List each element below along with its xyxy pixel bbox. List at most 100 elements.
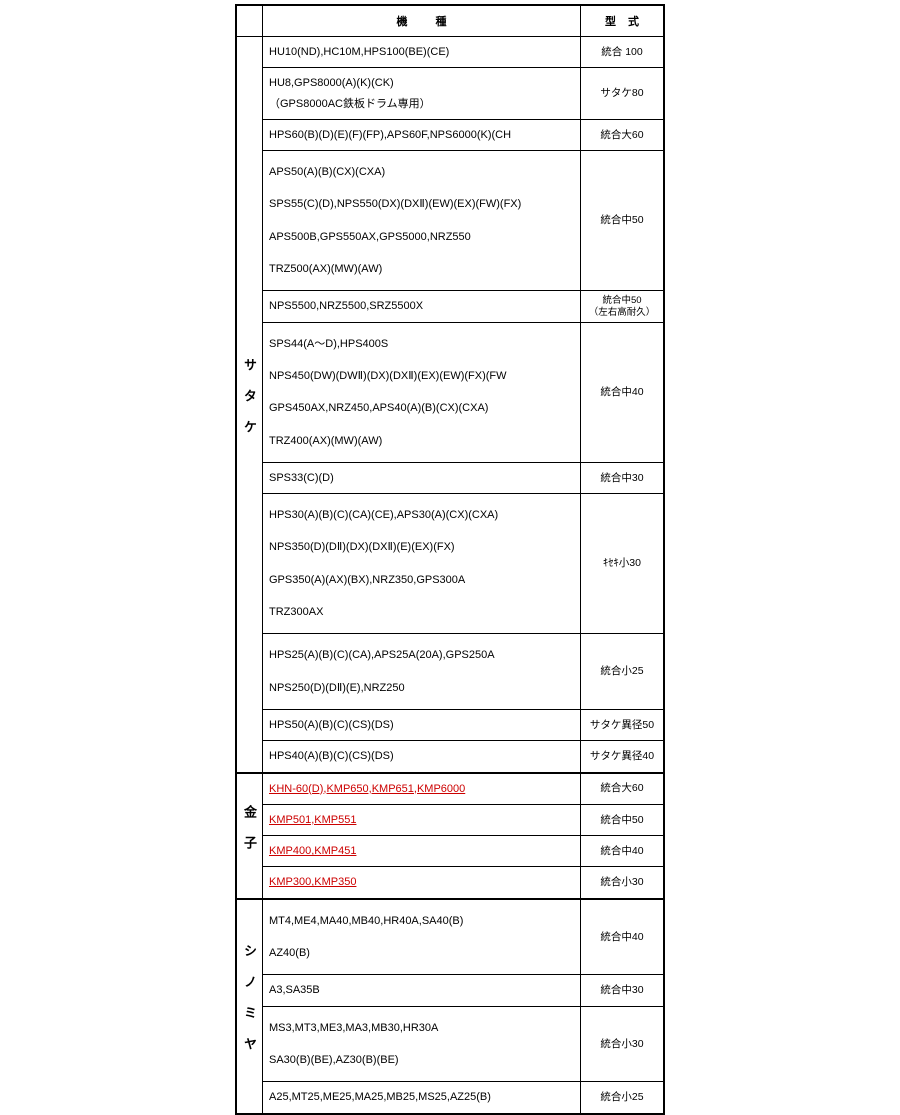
type-cell: 統合中40 [581,900,663,975]
model-line: SPS55(C)(D),NPS550(DX)(DXⅡ)(EW)(EX)(FW)(… [269,188,574,220]
model-link[interactable]: KMP400,KMP451 [269,845,356,857]
model-line: NPS350(D)(DⅡ)(DX)(DXⅡ)(E)(EX)(FX) [269,531,574,563]
model-cell: NPS5500,NRZ5500,SRZ5500X [263,291,581,321]
model-line: （GPS8000AC鉄板ドラム専用） [269,94,574,114]
table-row: HU10(ND),HC10M,HPS100(BE)(CE) 統合 100 [263,37,663,67]
type-cell: 統合小30 [581,1007,663,1082]
model-line: MS3,MT3,ME3,MA3,MB30,HR30A [269,1012,574,1044]
model-cell: HU8,GPS8000(A)(K)(CK)（GPS8000AC鉄板ドラム専用） [263,68,581,119]
model-line: HPS30(A)(B)(C)(CA)(CE),APS30(A)(CX)(CXA) [269,499,574,531]
header-maker-blank [237,6,263,37]
model-line: KHN-60(D),KMP650,KMP651,KMP6000 [269,779,574,799]
model-line: KMP300,KMP350 [269,872,574,892]
type-cell: 統合小30 [581,867,663,897]
maker-label: サタケ [237,37,263,772]
table-row: KMP300,KMP350 統合小30 [263,866,663,897]
model-line: A3,SA35B [269,980,574,1000]
model-line: APS500B,GPS550AX,GPS5000,NRZ550 [269,221,574,253]
type-cell: 統合中50 [581,805,663,835]
model-link[interactable]: KMP501,KMP551 [269,814,356,826]
model-cell: KMP400,KMP451 [263,836,581,866]
table-row: KHN-60(D),KMP650,KMP651,KMP6000 統合大60 [263,774,663,804]
model-cell: HPS60(B)(D)(E)(F)(FP),APS60F,NPS6000(K)(… [263,120,581,150]
model-cell: SPS44(A～D),HPS400SNPS450(DW)(DWⅡ)(DX)(DX… [263,323,581,462]
maker-group: サタケHU10(ND),HC10M,HPS100(BE)(CE)統合 100HU… [237,37,663,772]
type-cell: サタケ異径40 [581,741,663,771]
table-row: MS3,MT3,ME3,MA3,MB30,HR30ASA30(B)(BE),AZ… [263,1006,663,1082]
type-cell: 統合 100 [581,37,663,67]
table-row: NPS5500,NRZ5500,SRZ5500X 統合中50 （左右高耐久） [263,290,663,321]
table-row: HPS50(A)(B)(C)(CS)(DS) サタケ異径50 [263,709,663,740]
type-cell: 統合小25 [581,634,663,709]
model-cell: APS50(A)(B)(CX)(CXA)SPS55(C)(D),NPS550(D… [263,151,581,290]
model-cell: HPS30(A)(B)(C)(CA)(CE),APS30(A)(CX)(CXA)… [263,494,581,633]
model-cell: HPS50(A)(B)(C)(CS)(DS) [263,710,581,740]
model-line: NPS450(DW)(DWⅡ)(DX)(DXⅡ)(EX)(EW)(FX)(FW [269,360,574,392]
model-line: HPS25(A)(B)(C)(CA),APS25A(20A),GPS250A [269,639,574,671]
maker-label: 金子 [237,772,263,898]
model-line: AZ40(B) [269,937,574,969]
model-cell: A3,SA35B [263,975,581,1005]
table-row: APS50(A)(B)(CX)(CXA)SPS55(C)(D),NPS550(D… [263,150,663,290]
model-line: MT4,ME4,MA40,MB40,HR40A,SA40(B) [269,905,574,937]
table-row: HPS25(A)(B)(C)(CA),APS25A(20A),GPS250ANP… [263,633,663,709]
model-line: GPS450AX,NRZ450,APS40(A)(B)(CX)(CXA) [269,392,574,424]
type-cell: ｷｾｷ小30 [581,494,663,633]
model-cell: HPS25(A)(B)(C)(CA),APS25A(20A),GPS250ANP… [263,634,581,709]
table-row: A25,MT25,ME25,MA25,MB25,MS25,AZ25(B) 統合小2… [263,1081,663,1112]
header-type: 型式 [581,6,663,37]
table-header: 機種 型式 [237,6,663,37]
model-line: GPS350(A)(AX)(BX),NRZ350,GPS300A [269,564,574,596]
maker-rows: KHN-60(D),KMP650,KMP651,KMP6000統合大60KMP5… [263,772,663,898]
table-row: MT4,ME4,MA40,MB40,HR40A,SA40(B)AZ40(B)統合… [263,900,663,975]
model-line: NPS5500,NRZ5500,SRZ5500X [269,296,574,316]
model-line: HU8,GPS8000(A)(K)(CK) [269,73,574,93]
model-cell: A25,MT25,ME25,MA25,MB25,MS25,AZ25(B) [263,1082,581,1112]
model-cell: KHN-60(D),KMP650,KMP651,KMP6000 [263,774,581,804]
table-body: サタケHU10(ND),HC10M,HPS100(BE)(CE)統合 100HU… [237,37,663,1113]
model-line: SA30(B)(BE),AZ30(B)(BE) [269,1044,574,1076]
model-line: HPS50(A)(B)(C)(CS)(DS) [269,715,574,735]
model-cell: SPS33(C)(D) [263,463,581,493]
table-row: KMP501,KMP551 統合中50 [263,804,663,835]
model-line: TRZ500(AX)(MW)(AW) [269,253,574,285]
table-row: A3,SA35B 統合中30 [263,974,663,1005]
model-line: A25,MT25,ME25,MA25,MB25,MS25,AZ25(B) [269,1087,574,1107]
model-cell: HU10(ND),HC10M,HPS100(BE)(CE) [263,37,581,67]
model-line: NPS250(D)(DⅡ)(E),NRZ250 [269,672,574,704]
type-cell: サタケ異径50 [581,710,663,740]
type-cell: 統合中30 [581,463,663,493]
maker-rows: MT4,ME4,MA40,MB40,HR40A,SA40(B)AZ40(B)統合… [263,898,663,1113]
type-cell: 統合中30 [581,975,663,1005]
model-line: HU10(ND),HC10M,HPS100(BE)(CE) [269,42,574,62]
model-line: KMP400,KMP451 [269,841,574,861]
model-cell: KMP300,KMP350 [263,867,581,897]
compat-table: 機種 型式 サタケ HU10(ND),HC10M,HPS100(BE)(CE) 統合… [235,4,665,1115]
type-cell: 統合中50 [581,151,663,290]
table-row: HPS40(A)(B)(C)(CS)(DS) サタケ異径40 [263,740,663,771]
model-line: HPS40(A)(B)(C)(CS)(DS) [269,746,574,766]
type-cell: 統合中50 （左右高耐久） [581,291,663,321]
table-row: HPS30(A)(B)(C)(CA)(CE),APS30(A)(CX)(CXA)… [263,493,663,633]
maker-rows: HU10(ND),HC10M,HPS100(BE)(CE)統合 100HU8,G… [263,37,663,772]
maker-group: 金子KHN-60(D),KMP650,KMP651,KMP6000統合大60KM… [237,772,663,898]
model-cell: MT4,ME4,MA40,MB40,HR40A,SA40(B)AZ40(B) [263,900,581,975]
type-cell: 統合大60 [581,774,663,804]
table-row: KMP400,KMP451統合中40 [263,835,663,866]
type-cell: 統合小25 [581,1082,663,1112]
table-row: SPS33(C)(D) 統合中30 [263,462,663,493]
type-cell: 統合大60 [581,120,663,150]
type-cell: サタケ80 [581,68,663,119]
table-row: SPS44(A～D),HPS400SNPS450(DW)(DWⅡ)(DX)(DX… [263,322,663,462]
model-line: HPS60(B)(D)(E)(F)(FP),APS60F,NPS6000(K)(… [269,125,574,145]
model-line: TRZ300AX [269,596,574,628]
model-cell: HPS40(A)(B)(C)(CS)(DS) [263,741,581,771]
model-line: SPS33(C)(D) [269,468,574,488]
model-link[interactable]: KMP300,KMP350 [269,876,356,888]
header-model: 機種 [263,6,581,37]
model-line: SPS44(A～D),HPS400S [269,328,574,360]
model-cell: KMP501,KMP551 [263,805,581,835]
maker-label: シノミヤ [237,898,263,1113]
model-link[interactable]: KHN-60(D),KMP650,KMP651,KMP6000 [269,783,465,795]
type-cell: 統合中40 [581,323,663,462]
